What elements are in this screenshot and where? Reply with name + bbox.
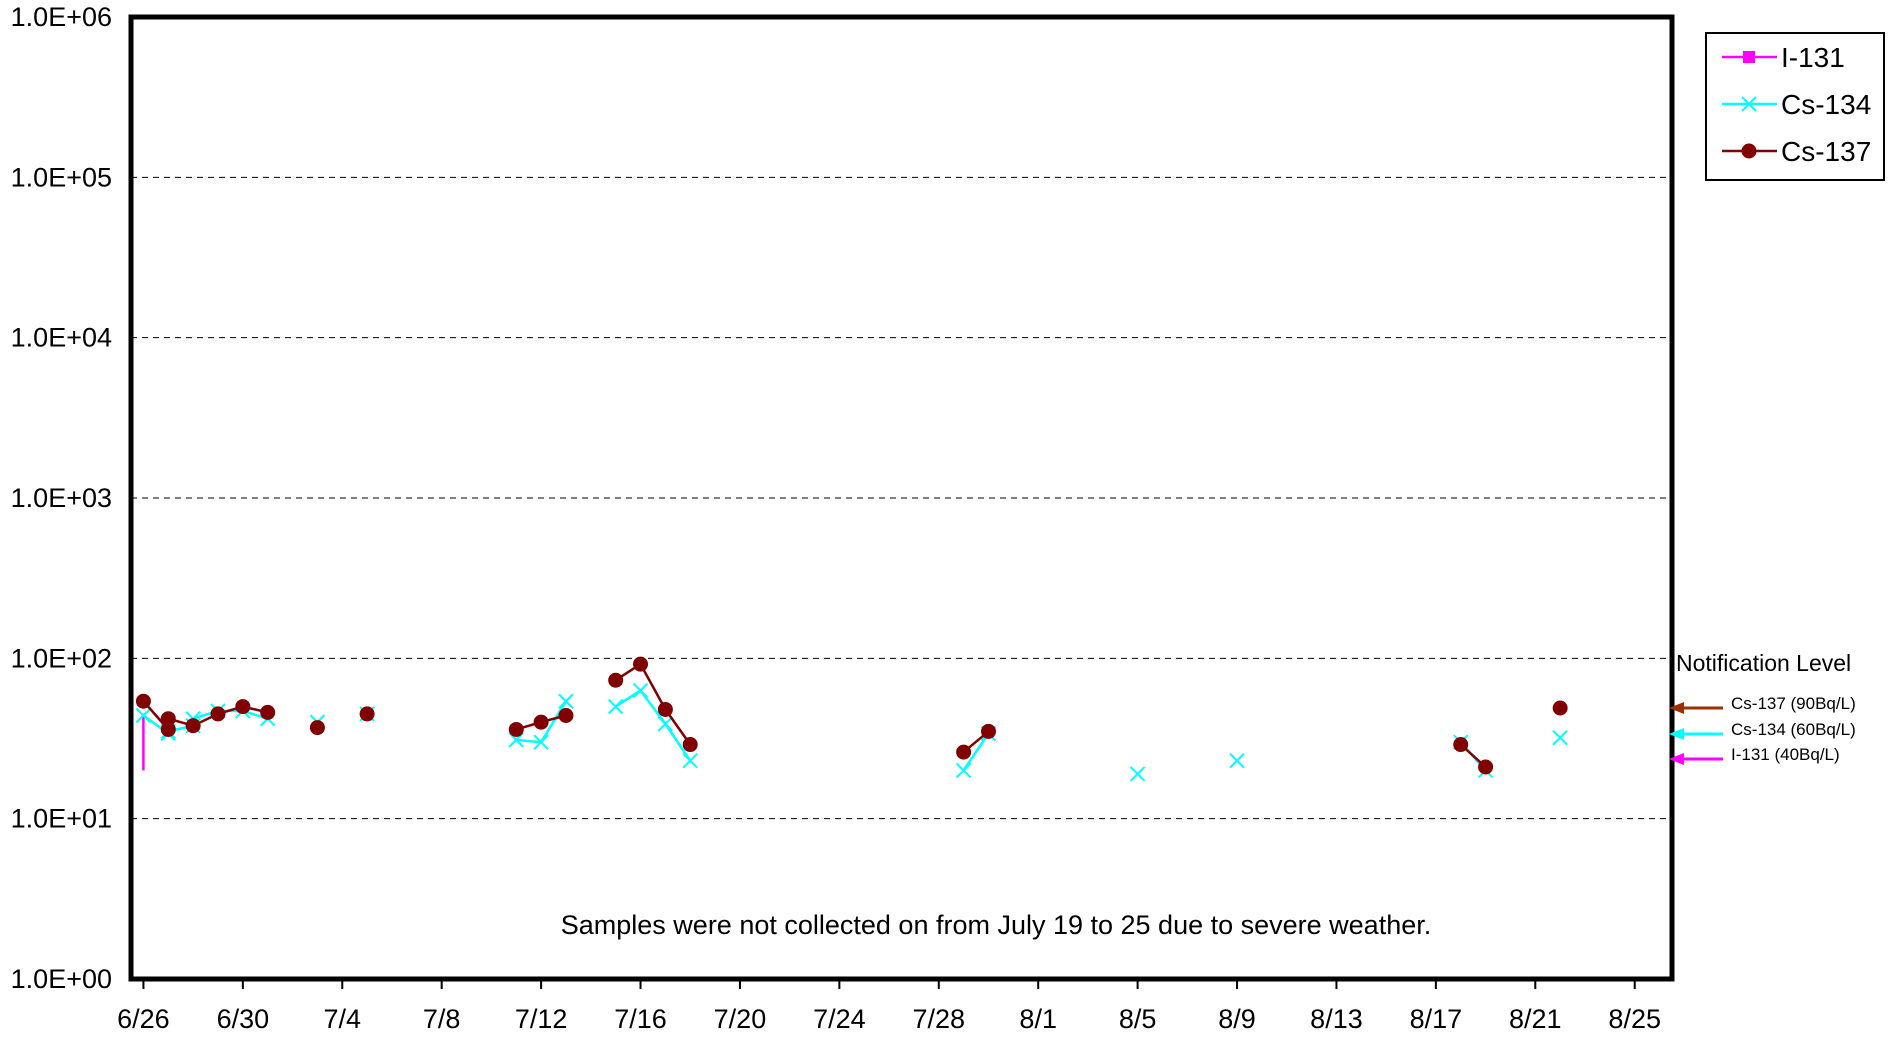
series-line	[615, 662, 692, 746]
data-point	[1478, 759, 1494, 775]
series-line	[962, 732, 990, 772]
legend-items: I-131 Cs-134 Cs-137	[1722, 42, 1871, 167]
data-point	[1229, 752, 1245, 769]
x-tick-label: 8/25	[1608, 1004, 1661, 1034]
y-tick-label: 1.0E+02	[11, 643, 112, 673]
y-tick-label: 1.0E+03	[11, 483, 112, 513]
y-tick-label: 1.0E+06	[11, 2, 112, 32]
data-point	[160, 721, 176, 737]
legend-label: Cs-137	[1781, 136, 1871, 167]
x-tick-label: 7/12	[515, 1004, 568, 1034]
data-point	[508, 721, 524, 737]
x-tick-label: 7/16	[614, 1004, 667, 1034]
x-tick-label: 7/8	[423, 1004, 461, 1034]
series-cs-134	[135, 682, 1568, 782]
legend: I-131 Cs-134 Cs-137	[1705, 32, 1885, 181]
data-point	[682, 737, 698, 753]
x-tick-label: 8/5	[1119, 1004, 1157, 1034]
notification-title: Notification Level	[1676, 650, 1851, 676]
notification-label: Cs-137 (90Bq/L)	[1731, 694, 1856, 713]
x-tick-label: 6/26	[117, 1004, 170, 1034]
x-tick-label: 7/20	[714, 1004, 767, 1034]
data-point	[608, 672, 624, 688]
notification-levels: Notification Level Cs-137 (90Bq/L) Cs-134…	[1669, 650, 1856, 765]
data-point	[980, 723, 996, 739]
data-point	[1453, 737, 1469, 753]
data-point	[657, 716, 674, 732]
plot-area-border	[128, 14, 1675, 982]
y-axis: 1.0E+00 1.0E+01 1.0E+02 1.0E+03 1.0E+04 1.0E+…	[11, 2, 112, 994]
x-tick-label: 6/30	[217, 1004, 270, 1034]
data-point	[633, 656, 649, 672]
x-tick-label: 7/28	[913, 1004, 966, 1034]
x-tick-label: 7/4	[323, 1004, 361, 1034]
gridlines	[131, 176, 1672, 820]
notification-arrowhead	[1669, 728, 1684, 740]
data-point	[309, 720, 325, 736]
data-point	[533, 734, 549, 750]
notification-label: I-131 (40Bq/L)	[1731, 745, 1840, 764]
x-tick-label: 8/17	[1410, 1004, 1463, 1034]
data-point	[135, 707, 152, 724]
legend-marker	[1741, 143, 1757, 159]
data-point	[260, 704, 276, 720]
data-point	[210, 706, 226, 722]
data-point	[160, 711, 176, 727]
data-point	[359, 706, 375, 722]
data-point	[607, 698, 624, 715]
legend-label: Cs-134	[1781, 89, 1871, 120]
data-point	[185, 718, 201, 734]
annotation-text: Samples were not collected on from July …	[561, 910, 1432, 940]
y-tick-label: 1.0E+01	[11, 804, 112, 834]
x-tick-label: 8/13	[1310, 1004, 1363, 1034]
data-point	[135, 693, 151, 709]
y-tick-label: 1.0E+00	[11, 964, 112, 994]
notification-arrowhead	[1669, 702, 1684, 714]
legend-label: I-131	[1781, 42, 1845, 73]
x-tick-label: 8/9	[1218, 1004, 1256, 1034]
data-point	[558, 707, 574, 723]
y-tick-label: 1.0E+04	[11, 323, 112, 353]
x-tick-label: 8/21	[1509, 1004, 1562, 1034]
series-cs-137	[135, 656, 1568, 775]
x-tick-label: 8/1	[1019, 1004, 1057, 1034]
data-point	[558, 693, 574, 709]
series-line	[615, 688, 692, 762]
data-point	[1552, 700, 1568, 716]
legend-marker	[1743, 51, 1755, 63]
data-point	[956, 744, 972, 760]
series-layer	[135, 656, 1568, 782]
data-point	[682, 752, 698, 769]
y-tick-label: 1.0E+05	[11, 162, 112, 192]
data-point	[235, 699, 251, 715]
data-point	[657, 701, 673, 717]
notification-label: Cs-134 (60Bq/L)	[1731, 720, 1856, 739]
notification-arrowhead	[1669, 753, 1684, 765]
data-point	[1552, 729, 1568, 746]
notification-items: Cs-137 (90Bq/L) Cs-134 (60Bq/L) I-131 (40B…	[1669, 694, 1856, 765]
data-point	[1129, 766, 1146, 782]
data-point	[955, 762, 972, 779]
data-point	[632, 682, 649, 699]
legend-marker	[1741, 96, 1757, 112]
x-tick-label: 7/24	[813, 1004, 866, 1034]
data-point	[533, 714, 549, 730]
x-axis: 6/26 6/30 7/4 7/8 7/12 7/16 7/20 7/24 7/28 8/1 8/5…	[117, 979, 1661, 1034]
